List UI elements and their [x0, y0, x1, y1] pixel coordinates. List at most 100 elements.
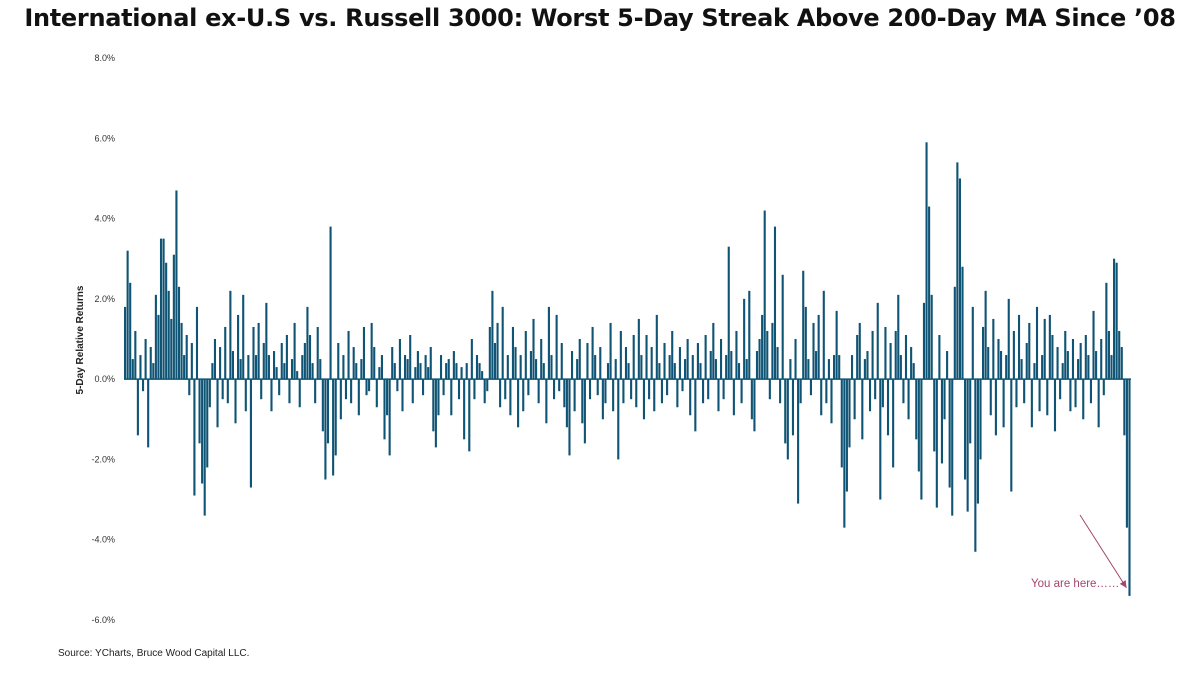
bar: [460, 367, 463, 380]
bar: [401, 379, 404, 412]
bar: [260, 379, 263, 400]
bar: [188, 379, 191, 396]
bar: [463, 379, 466, 440]
bar: [745, 359, 748, 380]
bar: [316, 326, 319, 380]
bar: [180, 322, 183, 380]
bar: [249, 379, 252, 488]
bar: [743, 298, 746, 380]
bar: [658, 363, 661, 380]
bar: [239, 359, 242, 380]
bar: [527, 379, 530, 396]
bar: [1017, 314, 1021, 380]
bar: [339, 379, 342, 420]
bar: [421, 379, 425, 396]
bar: [1092, 310, 1095, 380]
bar: [450, 379, 453, 416]
bar: [439, 355, 443, 380]
bar: [262, 343, 265, 380]
bar: [452, 351, 455, 380]
bar: [858, 322, 861, 380]
bar: [409, 334, 412, 380]
bar: [912, 363, 915, 380]
bar: [768, 379, 771, 400]
bar: [678, 347, 681, 380]
bar: [157, 314, 160, 380]
bar: [455, 363, 458, 380]
bar: [568, 379, 571, 456]
bar: [457, 379, 461, 400]
bar: [812, 322, 815, 380]
bar: [691, 355, 694, 380]
bar: [964, 379, 967, 480]
bar: [506, 355, 509, 380]
bar: [588, 379, 592, 400]
bar: [283, 363, 286, 380]
bar: [653, 379, 656, 412]
bar: [1043, 318, 1046, 380]
bar: [1123, 379, 1126, 436]
bar: [881, 379, 884, 408]
bar: [414, 367, 417, 380]
bar: [732, 379, 735, 416]
bar: [442, 379, 445, 396]
bar: [969, 379, 972, 444]
bar: [514, 347, 517, 380]
bar: [578, 339, 581, 380]
bar: [447, 359, 450, 380]
bar: [267, 355, 270, 380]
bar: [149, 347, 152, 380]
bar: [483, 379, 486, 404]
bar: [1115, 262, 1118, 380]
bar: [1035, 306, 1039, 380]
bar: [583, 379, 586, 444]
bar: [766, 330, 769, 380]
bar: [288, 379, 291, 404]
bar: [933, 379, 936, 452]
bar: [843, 379, 846, 528]
bar: [183, 355, 186, 380]
bar: [380, 355, 383, 380]
bar: [928, 206, 931, 380]
bar: [771, 322, 774, 380]
bar: [660, 379, 664, 404]
source-note: Source: YCharts, Bruce Wood Capital LLC.: [58, 648, 250, 659]
bar: [419, 363, 422, 380]
bar: [373, 347, 376, 380]
bar: [550, 355, 553, 380]
bar: [337, 343, 340, 380]
bar: [725, 355, 728, 380]
bar: [542, 363, 545, 380]
bar: [234, 379, 237, 424]
bar: [1038, 379, 1041, 412]
bar: [627, 363, 630, 380]
bar: [804, 306, 807, 380]
bar: [591, 326, 594, 380]
bar: [152, 363, 155, 380]
bar: [622, 379, 625, 404]
bar: [224, 326, 227, 380]
bar: [272, 351, 276, 380]
bar: [165, 262, 168, 380]
bar: [141, 379, 145, 392]
bar: [537, 379, 540, 404]
bar: [522, 379, 525, 412]
bar: [748, 290, 751, 380]
bar: [396, 379, 399, 392]
bar: [195, 306, 199, 380]
bar: [689, 379, 692, 416]
bar: [761, 314, 764, 380]
bar: [763, 210, 766, 380]
bar: [807, 359, 810, 380]
bar: [247, 355, 250, 380]
bar: [755, 351, 759, 380]
bar: [730, 351, 733, 380]
bar: [211, 363, 214, 380]
bar: [226, 379, 229, 404]
bar: [1051, 334, 1054, 380]
bar: [519, 355, 522, 380]
bar: [573, 379, 576, 412]
bar: [486, 379, 489, 392]
bar: [984, 290, 987, 380]
y-tick-label: 6.0%: [94, 133, 115, 143]
